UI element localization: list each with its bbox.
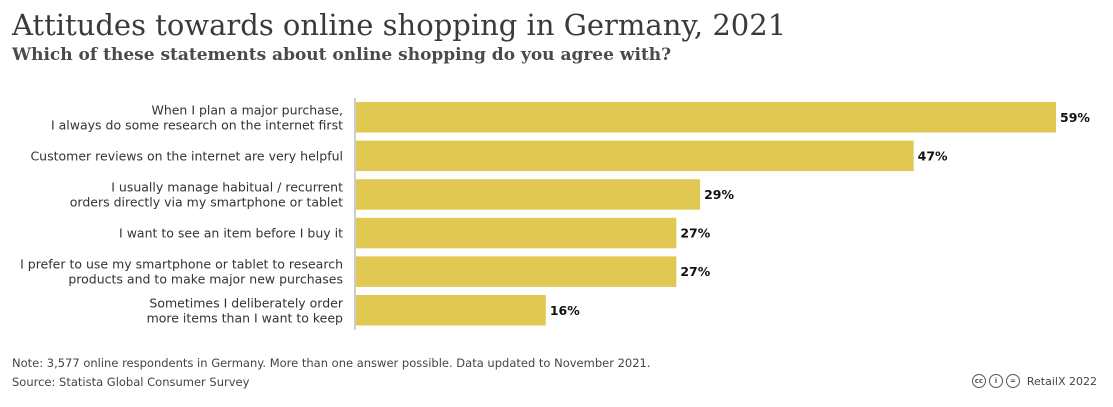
bar-chart: 59% When I plan a major purchase,I always… (20, 98, 1090, 330)
chart-note: Note: 3,577 online respondents in German… (12, 356, 651, 370)
category-label-0-0: When I plan a major purchase, (151, 102, 343, 117)
value-label-2: 29% (704, 187, 734, 202)
cc-icon: cc (971, 374, 986, 388)
category-label-2-1: orders directly via my smartphone or tab… (70, 194, 343, 209)
chart-source: Source: Statista Global Consumer Survey (12, 375, 250, 389)
bar-4 (356, 256, 677, 287)
bar-5 (356, 295, 546, 326)
by-icon: i (988, 374, 1003, 388)
chart-title: Attitudes towards online shopping in Ger… (12, 8, 787, 42)
bar-0 (356, 102, 1056, 133)
bar-3 (356, 217, 677, 249)
category-label-3-0: I want to see an item before I buy it (119, 226, 343, 241)
category-label-1-0: Customer reviews on the internet are ver… (30, 148, 343, 163)
bar-1 (356, 140, 914, 172)
category-label-5-0: Sometimes I deliberately order (149, 295, 343, 310)
category-label-0-1: I always do some research on the interne… (51, 117, 343, 132)
category-label-5-1: more items than I want to keep (147, 310, 343, 325)
category-label-4-0: I prefer to use my smartphone or tablet … (20, 257, 343, 272)
equals-icon: = (1005, 374, 1020, 388)
value-label-1: 47% (918, 148, 948, 163)
value-label-4: 27% (680, 264, 710, 279)
category-label-2-0: I usually manage habitual / recurrent (111, 179, 343, 194)
category-label-4-1: products and to make major new purchases (68, 272, 343, 287)
value-label-5: 16% (550, 303, 580, 318)
bar-2 (356, 179, 701, 210)
chart-subtitle: Which of these statements about online s… (12, 45, 672, 65)
value-label-3: 27% (680, 226, 710, 241)
credit-block: cc i = RetailX 2022 (971, 374, 1097, 388)
value-label-0: 59% (1060, 110, 1090, 125)
credit-text: RetailX 2022 (1026, 374, 1097, 388)
